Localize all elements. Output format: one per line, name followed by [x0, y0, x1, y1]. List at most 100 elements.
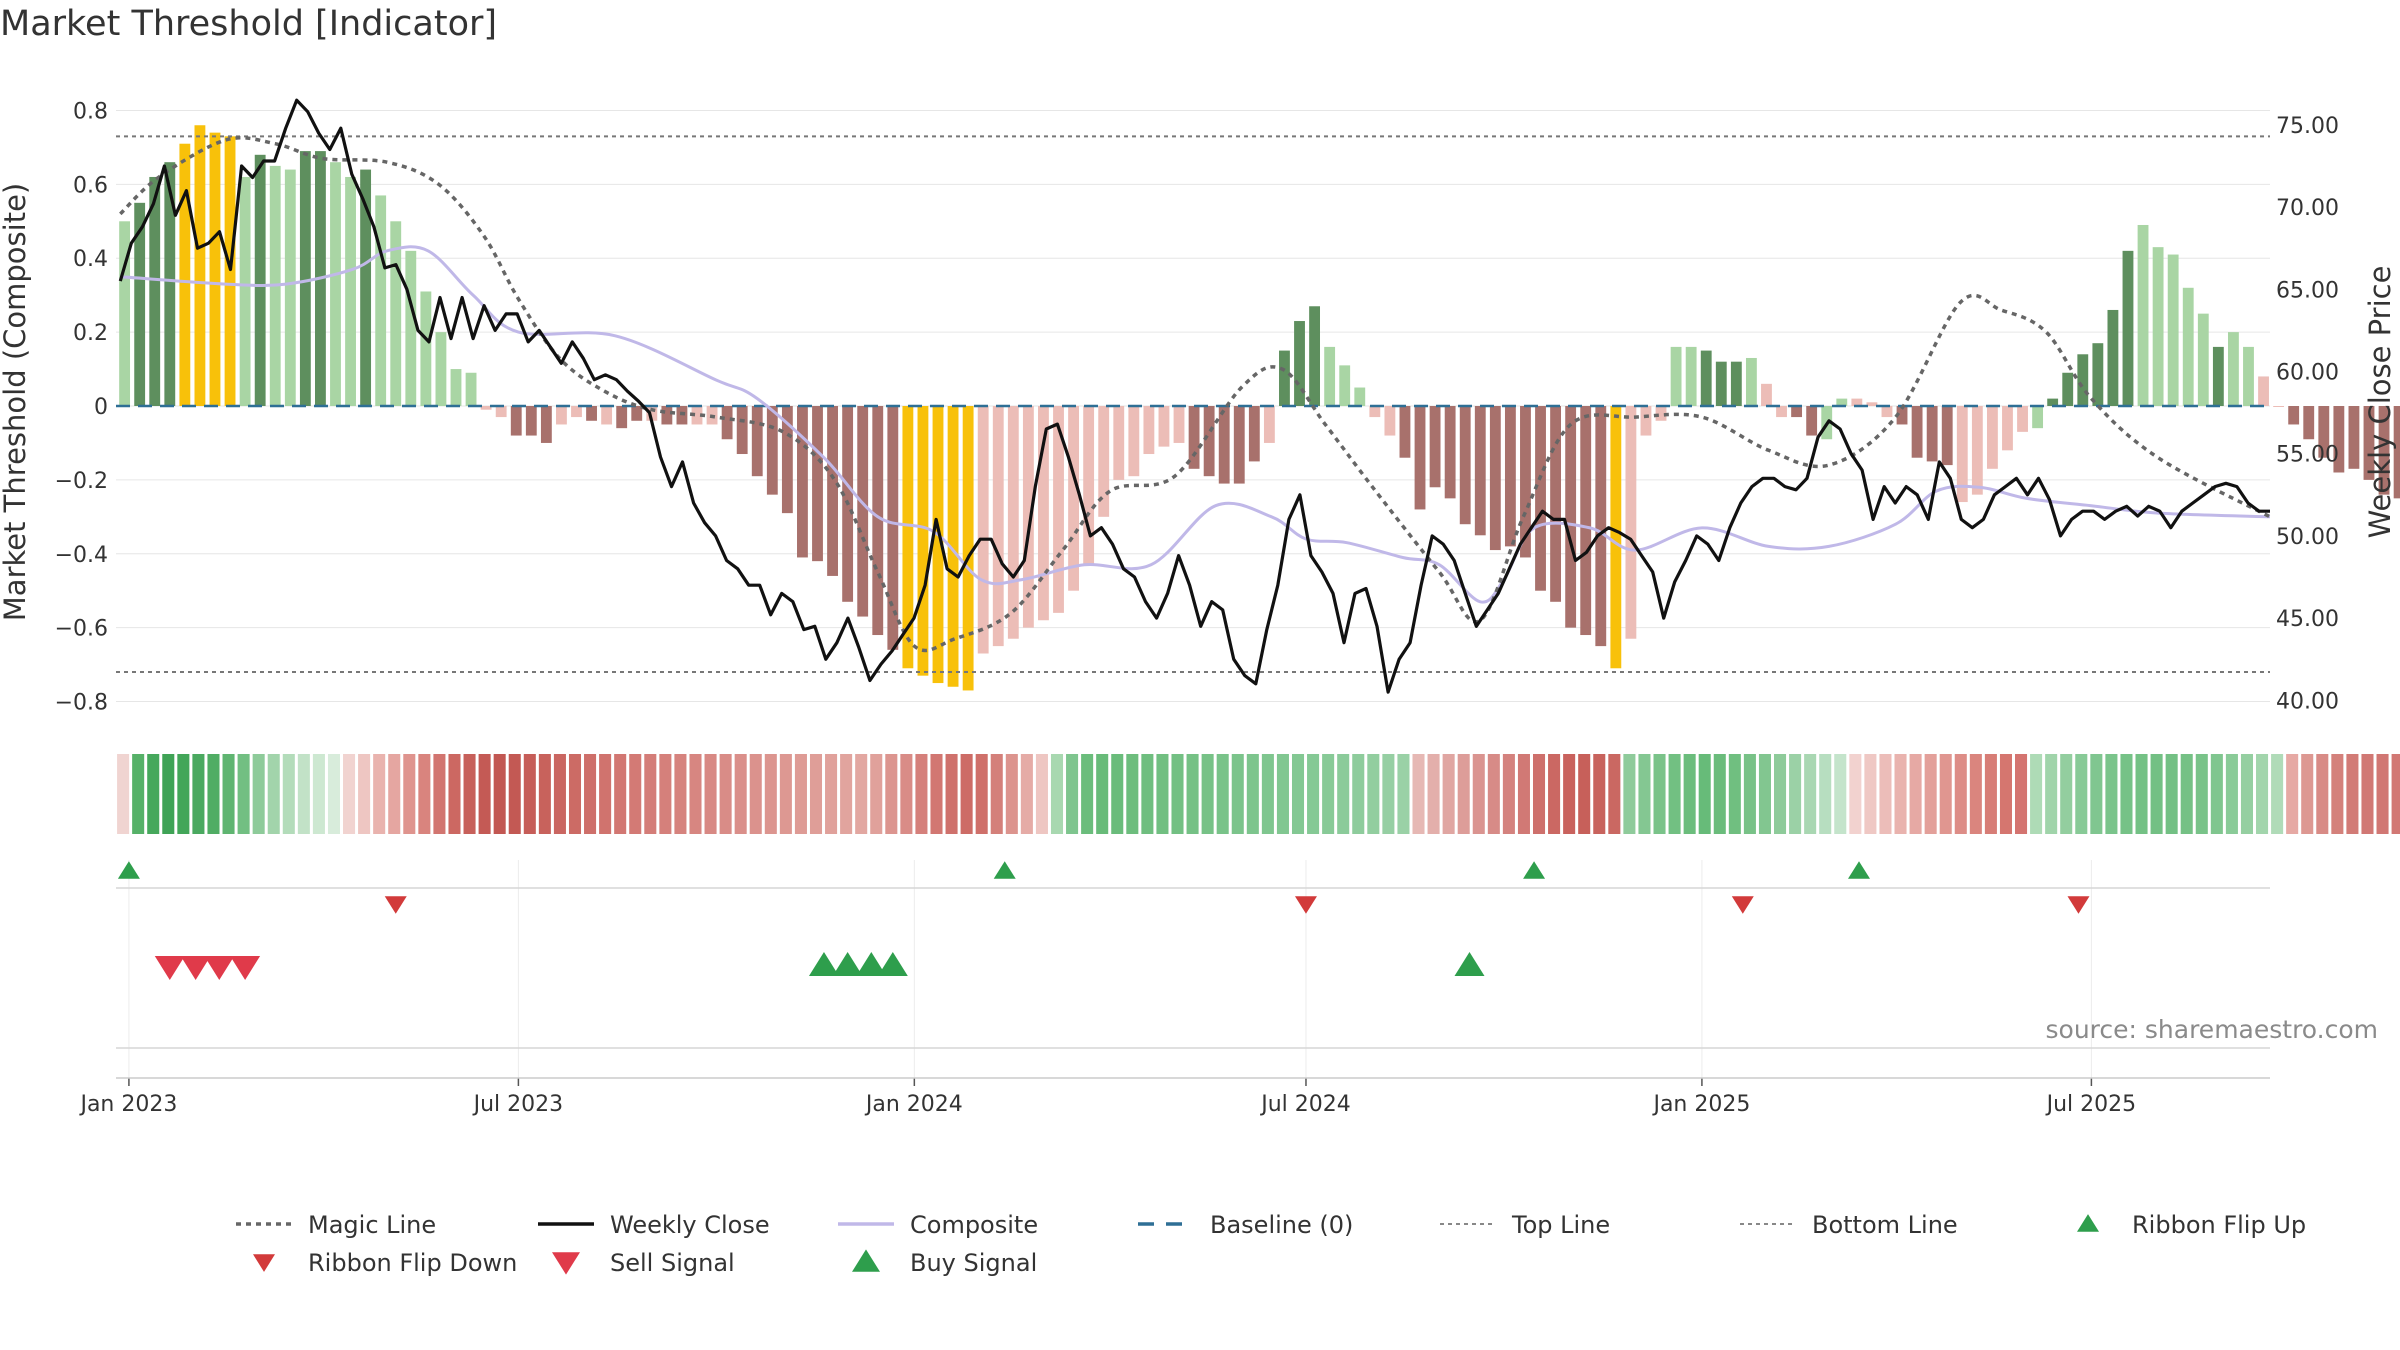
x-tick-label: Jan 2025 — [1651, 1092, 1750, 1117]
composite-bar — [450, 369, 462, 406]
composite-bar — [631, 406, 643, 421]
ribbon-cell — [2030, 754, 2043, 834]
ribbon-cell — [704, 754, 717, 834]
composite-bar — [857, 406, 869, 617]
ribbon-cell — [1939, 754, 1952, 834]
composite-bar — [1971, 406, 1983, 495]
series-lines — [116, 98, 2271, 694]
ribbon-cell — [1668, 754, 1681, 834]
ribbon-cell — [2165, 754, 2178, 834]
ribbon-cell — [1246, 754, 1259, 834]
ribbon-flip-down-marker — [2067, 896, 2090, 914]
ribbon-cell — [177, 754, 190, 834]
ribbon-cell — [508, 754, 521, 834]
x-tick-label: Jul 2024 — [1259, 1092, 1351, 1117]
composite-bar — [992, 406, 1004, 647]
source-note: source: sharemaestro.com — [2046, 1015, 2379, 1044]
composite-bar — [2243, 346, 2254, 406]
composite-bar — [2017, 406, 2028, 432]
composite-bar — [330, 162, 341, 406]
ribbon-cell — [192, 754, 205, 834]
composite-bar — [1459, 406, 1471, 525]
ribbon-cell — [343, 754, 356, 834]
composite-bar — [224, 136, 236, 406]
composite-bar — [1203, 406, 1215, 477]
composite-bar — [1474, 406, 1486, 536]
ribbon-flip-up-marker — [993, 861, 1016, 879]
legend: Magic Line Weekly Close Composite Baseline … — [236, 1211, 2306, 1277]
ribbon-cell — [990, 754, 1003, 834]
composite-bar — [1248, 406, 1260, 462]
composite-bar — [1068, 406, 1079, 591]
ribbon-cell — [1261, 754, 1274, 834]
ribbon-cell — [1186, 754, 1199, 834]
ribbon-cell — [358, 754, 371, 834]
composite-bar — [1309, 306, 1321, 406]
ribbon-cell — [945, 754, 958, 834]
ribbon-cell — [237, 754, 250, 834]
composite-bar — [766, 406, 778, 495]
legend-swatch — [2077, 1214, 2099, 1232]
buy-signal-marker — [856, 952, 887, 976]
sell-signal-marker — [180, 956, 211, 980]
y-right-tick-label: 55.00 — [2276, 443, 2339, 468]
ribbon-cell — [523, 754, 536, 834]
composite-bar — [1535, 406, 1546, 591]
ribbon-cell — [1804, 754, 1817, 834]
composite-bar — [1520, 406, 1531, 558]
composite-bar — [691, 406, 703, 425]
composite-bar — [1504, 406, 1516, 547]
ribbon-cell — [327, 754, 341, 834]
ribbon-cell — [2346, 754, 2359, 834]
ribbon-cell — [312, 754, 325, 834]
composite-bar — [2152, 247, 2164, 406]
composite-bar — [1233, 406, 1245, 484]
legend-item: Buy Signal — [852, 1249, 1037, 1277]
ribbon-cell — [1412, 754, 1425, 834]
composite-bar — [1294, 321, 1305, 406]
composite-bar — [1339, 365, 1351, 406]
ribbon-cell — [1894, 754, 1907, 834]
composite-bar — [1881, 406, 1893, 418]
ribbon-flip-up-marker — [1847, 861, 1870, 879]
y-right-tick-label: 75.00 — [2276, 114, 2339, 139]
ribbon-cell — [1864, 754, 1877, 834]
ribbon-cell — [2060, 754, 2073, 834]
ribbon-cell — [1517, 754, 1530, 834]
ribbon-cell — [1081, 754, 1094, 834]
ribbon-cell — [1231, 754, 1244, 834]
composite-bar — [1640, 406, 1652, 436]
ribbon-cell — [1713, 754, 1726, 834]
ribbon-cell — [840, 754, 853, 834]
ribbon-cell — [117, 754, 130, 834]
composite-bar — [1866, 402, 1878, 406]
ribbon-cell — [689, 754, 702, 834]
ribbon-cell — [538, 754, 551, 834]
ribbon-cell — [147, 754, 160, 834]
ribbon-cell — [373, 754, 386, 834]
legend-item: Composite — [838, 1211, 1038, 1239]
composite-bar — [1188, 406, 1200, 469]
composite-bar — [1550, 406, 1562, 602]
ribbon-cell — [1487, 754, 1500, 834]
ribbon-strip — [117, 754, 2400, 834]
composite-bar — [194, 125, 206, 406]
composite-bar — [1218, 406, 1230, 484]
ribbon-cell — [614, 754, 627, 834]
composite-bar — [1158, 406, 1170, 447]
sell-signal-marker — [154, 956, 185, 980]
y-right-tick-label: 45.00 — [2276, 607, 2339, 632]
legend-item: Weekly Close — [538, 1211, 770, 1239]
composite-bar — [1489, 406, 1501, 551]
sell-signal-marker — [204, 956, 235, 980]
ribbon-cell — [388, 754, 401, 834]
y-right-tick-label: 65.00 — [2276, 278, 2339, 303]
legend-swatch — [552, 1252, 580, 1275]
legend-label: Baseline (0) — [1210, 1211, 1353, 1239]
composite-bar — [887, 406, 899, 650]
ribbon-cell — [1563, 754, 1576, 834]
ribbon-cell — [1442, 754, 1455, 834]
ribbon-cell — [1382, 754, 1395, 834]
ribbon-cell — [493, 754, 506, 834]
signal-markers — [117, 861, 2090, 980]
